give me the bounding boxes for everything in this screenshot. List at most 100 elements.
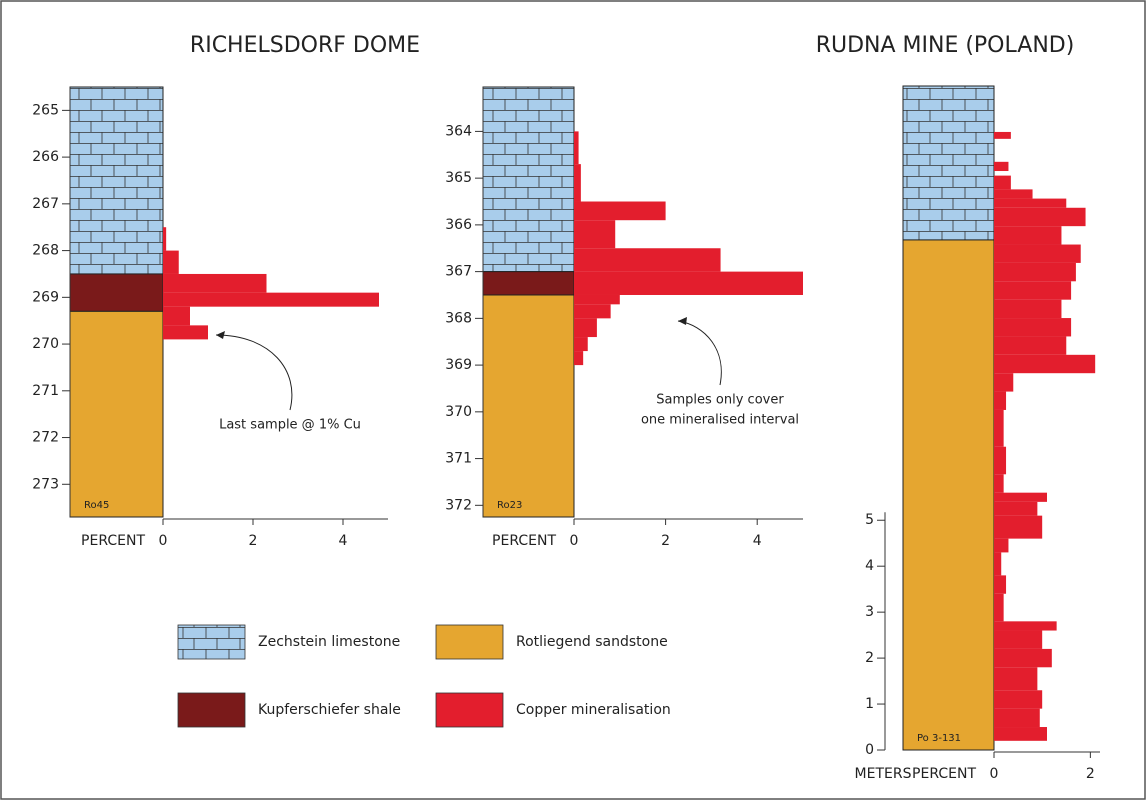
legend-swatch [177,624,246,660]
y-tick-label: 365 [445,170,472,186]
y-tick-label: 366 [445,217,472,233]
y-tick-label: 272 [32,430,59,446]
copper-bar [994,575,1007,594]
copper-bar [994,501,1038,516]
annotation: Last sample @ 1% Cu [219,418,361,433]
y-tick-label: 364 [445,123,472,139]
y-tick-label: 268 [32,243,59,259]
copper-bar [994,262,1076,282]
copper-bar [574,271,803,295]
legend-label: Copper mineralisation [516,702,671,718]
copper-bar [574,201,666,221]
x-tick-label: 0 [570,533,579,549]
copper-bar [574,164,581,202]
lithology-layer [902,85,995,241]
y-axis-label: METERS [855,766,912,782]
copper-bar [994,690,1043,709]
copper-bar [994,552,1002,576]
copper-bar [574,351,584,366]
copper-bar [994,226,1062,245]
x-axis-label: PERCENT [492,533,556,549]
x-tick-label: 2 [249,533,258,549]
copper-bar [994,131,1011,139]
y-tick-label: 267 [32,196,59,212]
copper-bar [994,409,1004,447]
well-label: Ro45 [84,500,109,511]
copper-bar [994,391,1007,410]
y-tick-label: 0 [865,742,874,758]
x-axis-label: PERCENT [81,533,145,549]
copper-bar [574,248,721,272]
copper-bar [574,304,611,319]
x-axis-label: PERCENT [912,766,976,782]
y-tick-label: 372 [445,497,472,513]
copper-bar [163,273,267,293]
legend-swatch [435,692,504,728]
x-tick-label: 4 [339,533,348,549]
copper-bar [994,281,1072,300]
copper-bar [163,325,208,340]
copper-bar [994,621,1057,631]
annotation: one mineralised interval [641,413,799,428]
copper-bar [994,354,1096,374]
copper-bar [994,446,1007,475]
legend-label: Rotliegend sandstone [516,634,668,650]
title: RUDNA MINE (POLAND) [816,33,1075,58]
lithology-layer [482,294,575,518]
x-tick-label: 0 [159,533,168,549]
y-tick-label: 368 [445,310,472,326]
copper-bar [994,336,1067,355]
y-tick-label: 2 [865,650,874,666]
copper-bar [994,198,1067,208]
copper-bar [994,708,1040,728]
y-tick-label: 270 [32,336,59,352]
y-tick-label: 1 [865,696,874,712]
y-tick-label: 367 [445,264,472,280]
lithology-layer [69,273,164,312]
y-tick-label: 269 [32,289,59,305]
copper-bar [994,538,1009,553]
y-tick-label: 5 [865,512,874,528]
copper-bar [994,648,1052,668]
lithology-layer [902,239,995,751]
annotation: Samples only cover [656,393,784,408]
legend: Zechstein limestone Rotliegend sandstone K… [177,624,671,728]
copper-bar [163,250,179,274]
y-tick-label: 271 [32,383,59,399]
y-tick-label: 266 [32,149,59,165]
y-tick-label: 273 [32,476,59,492]
copper-bar [994,373,1014,392]
x-tick-label: 0 [990,766,999,782]
copper-bar [994,630,1043,649]
copper-bar [574,294,620,305]
legend-swatch [177,692,246,728]
x-tick-label: 4 [753,533,762,549]
well-label: Po 3-131 [917,733,961,744]
copper-bar [994,515,1043,539]
copper-bar [994,318,1072,337]
copper-bar [163,227,167,251]
lithology-layer [482,271,575,296]
copper-bar [574,220,616,249]
lithology-layer [69,310,164,518]
x-tick-label: 2 [1086,766,1095,782]
legend-swatch [435,624,504,660]
y-tick-label: 3 [865,604,874,620]
arrowhead [678,317,687,325]
arrowhead [216,331,225,339]
x-tick-label: 2 [661,533,670,549]
copper-bar [994,492,1047,502]
copper-bar [994,207,1086,227]
y-tick-label: 371 [445,451,472,467]
copper-bar [994,189,1033,199]
y-tick-label: 370 [445,404,472,420]
copper-bar [994,244,1081,263]
copper-bar [994,667,1038,691]
copper-bar [574,318,597,338]
copper-bar [163,292,379,307]
legend-label: Kupferschiefer shale [258,702,401,718]
plots: 0 2 4 PERCENT 265 266 267 268 269 270 271 272 273 Ro4… [32,85,1100,782]
arrow [677,320,722,386]
y-tick-label: 4 [865,558,874,574]
